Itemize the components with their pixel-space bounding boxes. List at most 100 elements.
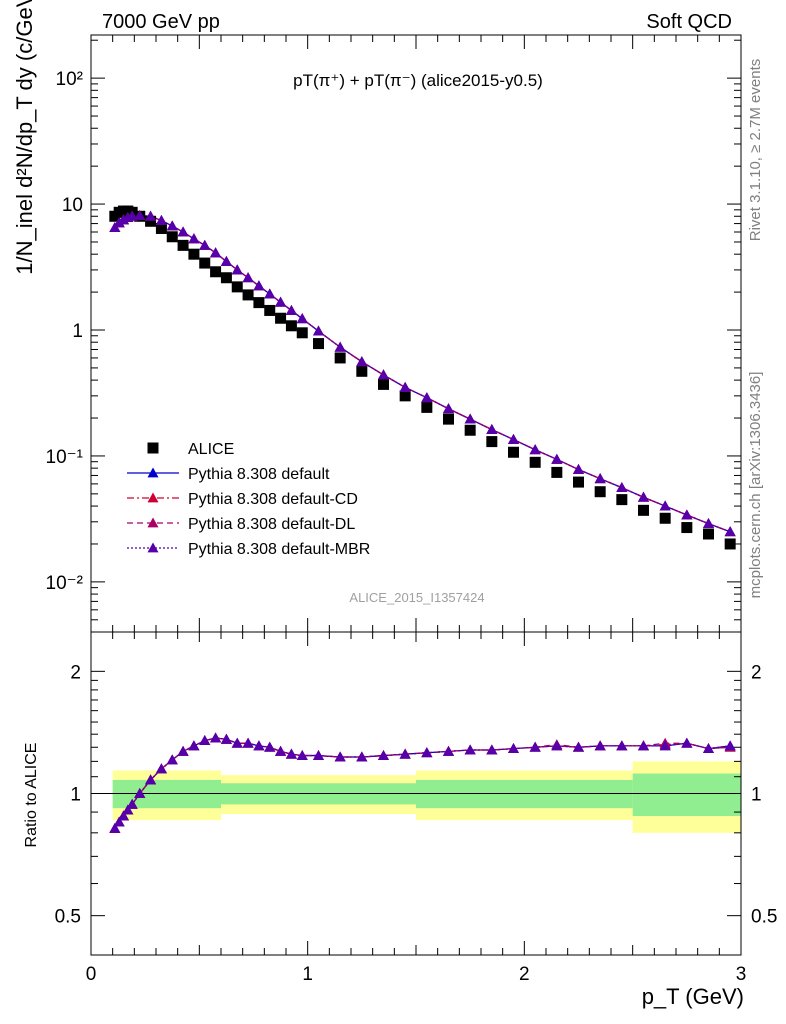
ratio-data-point <box>616 740 628 751</box>
main-y-tick-label: 10 <box>62 195 83 216</box>
ratio-data-point <box>210 732 222 743</box>
alice-data-point <box>166 231 178 243</box>
ratio-data-point <box>399 748 411 759</box>
alice-data-point <box>253 297 265 309</box>
mc-data-point <box>199 239 211 250</box>
main-chart-title: pT(π⁺) + pT(π⁻) (alice2015-y0.5) <box>293 71 543 90</box>
ratio-data-point <box>113 816 125 827</box>
ratio-data-point <box>529 741 541 752</box>
ratio-data-point <box>681 737 693 748</box>
mc-data-point <box>275 296 287 307</box>
alice-data-point <box>275 312 287 324</box>
alice-data-point <box>313 338 324 350</box>
alice-data-point <box>242 289 254 301</box>
ratio-data-point <box>573 741 584 752</box>
header-process-label: Soft QCD <box>646 11 732 33</box>
mc-data-point <box>508 434 519 444</box>
mc-data-point <box>616 482 628 493</box>
x-tick-label: 1 <box>302 964 313 985</box>
mc-data-point <box>378 369 389 380</box>
mc-data-point <box>421 392 433 403</box>
mc-data-point <box>313 325 324 336</box>
alice-data-point <box>464 424 476 436</box>
alice-data-point <box>681 522 693 534</box>
ratio-data-point <box>177 745 189 756</box>
ratio-data-point <box>356 751 368 762</box>
mc-data-point <box>659 500 671 511</box>
main-panel: 10⁻² 10⁻¹ 1 10 10² pT(π⁺) + pT(π⁻) (alice201… <box>12 0 742 633</box>
ratio-uncertainty-band-inner <box>416 779 633 809</box>
legend-marker <box>147 517 159 528</box>
alice-data-point <box>616 494 628 506</box>
main-y-tick-label: 10² <box>56 69 83 90</box>
mc-data-point <box>134 210 146 220</box>
alice-data-point <box>551 466 563 478</box>
ratio-data-point <box>638 740 649 751</box>
legend: ALICE Pythia 8.308 default Pythia 8.308 de… <box>127 441 370 558</box>
mc-data-point <box>155 215 167 225</box>
alice-data-point <box>508 446 519 458</box>
mc-data-point <box>443 403 454 414</box>
alice-data-point <box>177 239 189 251</box>
ratio-data-point <box>421 747 433 758</box>
mc-data-point <box>486 424 498 434</box>
ratio-y-tick-label-left: 1 <box>70 785 81 806</box>
legend-marker <box>147 542 159 553</box>
legend-entry-label: Pythia 8.308 default <box>188 466 330 483</box>
ratio-data-point <box>188 740 200 751</box>
main-y-axis-label: 1/N_inel d²N/dp_T dy (c/GeV) <box>12 0 37 275</box>
ratio-data-point <box>155 763 167 774</box>
mc-data-point <box>253 280 265 291</box>
alice-data-point <box>529 456 541 468</box>
ratio-uncertainty-band-inner <box>112 779 221 809</box>
mc-data-point <box>551 453 563 464</box>
mc-data-point <box>145 210 157 221</box>
ratio-data-point <box>551 740 563 751</box>
ratio-uncertainty-band-inner <box>632 773 741 817</box>
alice-data-point <box>443 413 454 425</box>
ratio-data-point <box>464 744 476 755</box>
alice-data-point <box>378 378 389 390</box>
mc-data-point <box>188 233 200 244</box>
alice-data-point <box>264 304 276 316</box>
ratio-data-point <box>118 810 129 821</box>
mc-data-point <box>356 356 368 367</box>
ratio-panel: 0.5 0.5 1 1 2 2 0 1 2 3 Ratio to ALICE p_T (GeV) <box>23 631 777 1009</box>
ratio-data-point <box>443 745 454 756</box>
mc-data-point <box>296 313 308 324</box>
legend-entry-label: Pythia 8.308 default-MBR <box>188 541 370 558</box>
alice-data-point <box>231 281 243 293</box>
legend-entry-label: ALICE <box>188 441 234 458</box>
ratio-data-point <box>486 744 498 755</box>
ratio-data-point <box>166 754 178 765</box>
ratio-data-point <box>122 804 134 815</box>
mc-data-point <box>464 413 476 424</box>
x-tick-label: 3 <box>736 964 747 985</box>
ratio-y-tick-label-right: 1 <box>751 785 762 806</box>
alice-data-point <box>399 390 411 402</box>
ratio-y-tick-label-right: 2 <box>751 662 762 683</box>
alice-data-point <box>421 401 433 413</box>
mc-data-point <box>242 272 254 283</box>
rivet-version-label: Rivet 3.1.10, ≥ 2.7M events <box>747 59 764 242</box>
watermark-label: ALICE_2015_I1357424 <box>349 590 484 605</box>
legend-marker <box>147 442 159 454</box>
ratio-data-point <box>296 750 308 760</box>
ratio-y-axis-label: Ratio to ALICE <box>23 743 40 848</box>
alice-data-point <box>285 320 297 332</box>
mc-data-point <box>264 288 276 299</box>
ratio-data-point <box>313 750 324 760</box>
ratio-data-point <box>134 788 146 798</box>
x-axis-label: p_T (GeV) <box>642 984 744 1009</box>
ratio-data-point <box>285 748 297 759</box>
main-y-tick-label: 10⁻¹ <box>46 447 84 468</box>
alice-data-point <box>199 257 211 269</box>
mcplots-credit-label: mcplots.cern.ch [arXiv:1306.3436] <box>747 372 764 599</box>
alice-data-point <box>659 512 671 524</box>
legend-marker <box>147 492 159 503</box>
alice-data-point <box>220 272 232 284</box>
alice-data-point <box>334 352 346 364</box>
alice-data-point <box>155 222 167 234</box>
mc-data-point <box>126 210 138 221</box>
